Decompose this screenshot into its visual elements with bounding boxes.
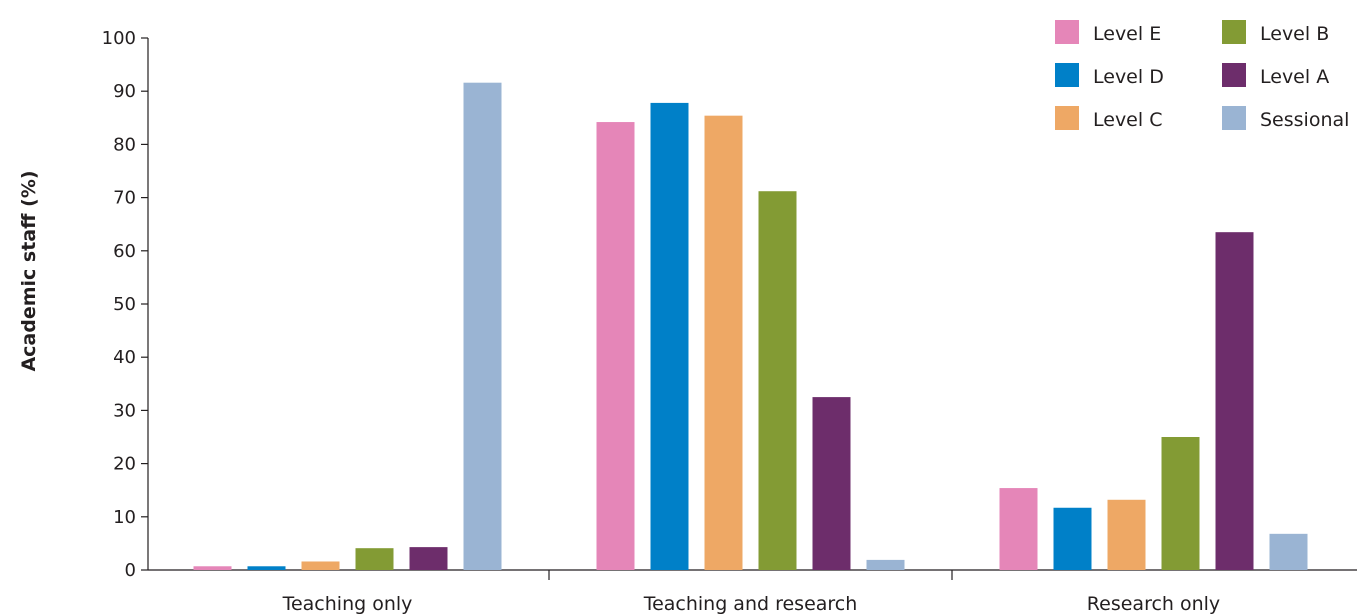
legend-item: Level A	[1222, 63, 1329, 88]
x-category-label: Teaching only	[282, 593, 413, 615]
y-axis-label: Academic staff (%)	[18, 170, 40, 371]
y-tick-label: 0	[125, 560, 136, 581]
legend-label: Level D	[1093, 66, 1164, 88]
x-category-label: Teaching and research	[643, 593, 858, 615]
bar	[596, 122, 635, 570]
bar	[1269, 533, 1308, 570]
bar	[247, 566, 286, 570]
legend-swatch	[1222, 20, 1246, 44]
legend-swatch	[1055, 63, 1079, 87]
y-tick-label: 70	[113, 188, 136, 209]
bar	[463, 82, 502, 571]
legend-swatch	[1055, 106, 1079, 130]
bar	[1107, 499, 1146, 570]
legend-item: Sessional	[1222, 106, 1349, 131]
legend-label: Sessional	[1260, 109, 1349, 131]
legend-swatch	[1055, 20, 1079, 44]
bars	[193, 82, 1308, 571]
y-tick-label: 30	[113, 400, 136, 421]
y-tick-label: 10	[113, 507, 136, 528]
x-category-label: Research only	[1087, 593, 1220, 615]
legend-label: Level B	[1260, 23, 1329, 45]
legend-label: Level C	[1093, 109, 1162, 131]
y-tick-label: 20	[113, 454, 136, 475]
bar	[301, 561, 340, 570]
legend-item: Level D	[1055, 63, 1164, 88]
legend-label: Level A	[1260, 66, 1329, 88]
legend-label: Level E	[1093, 23, 1161, 45]
y-tick-label: 60	[113, 241, 136, 262]
bar	[193, 566, 232, 570]
y-tick-label: 80	[113, 134, 136, 155]
bar	[1053, 507, 1092, 570]
bar	[409, 547, 448, 570]
bar	[704, 115, 743, 570]
bar	[758, 191, 797, 570]
y-tick-label: 90	[113, 81, 136, 102]
x-axis: Teaching only Teaching and research Resear…	[148, 569, 1357, 615]
legend-item: Level B	[1222, 20, 1329, 45]
bar	[812, 397, 851, 570]
legend: Level E Level D Level C Level B Level A Sessi…	[1055, 20, 1349, 131]
y-tick-label: 50	[113, 294, 136, 315]
bar	[999, 488, 1038, 570]
bar	[650, 102, 689, 571]
bar	[1161, 437, 1200, 570]
y-tick-label: 40	[113, 347, 136, 368]
bar	[866, 559, 905, 570]
legend-item: Level E	[1055, 20, 1161, 45]
y-axis: 0 10 20 30 40 50 60 70 80 90 100	[102, 28, 149, 581]
legend-swatch	[1222, 63, 1246, 87]
bar	[1215, 232, 1254, 570]
y-tick-label: 100	[102, 28, 136, 49]
legend-item: Level C	[1055, 106, 1162, 131]
legend-swatch	[1222, 106, 1246, 130]
bar	[355, 548, 394, 570]
